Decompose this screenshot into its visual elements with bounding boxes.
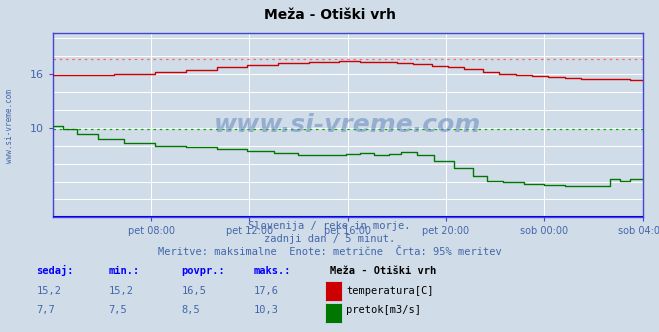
Text: temperatura[C]: temperatura[C] <box>346 286 434 296</box>
Text: 17,6: 17,6 <box>254 286 279 296</box>
Text: Meritve: maksimalne  Enote: metrične  Črta: 95% meritev: Meritve: maksimalne Enote: metrične Črta… <box>158 247 501 257</box>
Text: Meža - Otiški vrh: Meža - Otiški vrh <box>330 266 436 276</box>
Text: 15,2: 15,2 <box>36 286 61 296</box>
Text: sedaj:: sedaj: <box>36 265 74 276</box>
Text: Meža - Otiški vrh: Meža - Otiški vrh <box>264 8 395 22</box>
Text: 8,5: 8,5 <box>181 305 200 315</box>
Text: 16,5: 16,5 <box>181 286 206 296</box>
Text: 7,5: 7,5 <box>109 305 127 315</box>
Text: 10,3: 10,3 <box>254 305 279 315</box>
Text: pretok[m3/s]: pretok[m3/s] <box>346 305 421 315</box>
Text: 15,2: 15,2 <box>109 286 134 296</box>
Text: www.si-vreme.com: www.si-vreme.com <box>5 89 14 163</box>
Text: povpr.:: povpr.: <box>181 266 225 276</box>
Text: www.si-vreme.com: www.si-vreme.com <box>214 113 481 137</box>
Text: min.:: min.: <box>109 266 140 276</box>
Text: zadnji dan / 5 minut.: zadnji dan / 5 minut. <box>264 234 395 244</box>
Text: 7,7: 7,7 <box>36 305 55 315</box>
Text: maks.:: maks.: <box>254 266 291 276</box>
Text: Slovenija / reke in morje.: Slovenija / reke in morje. <box>248 221 411 231</box>
